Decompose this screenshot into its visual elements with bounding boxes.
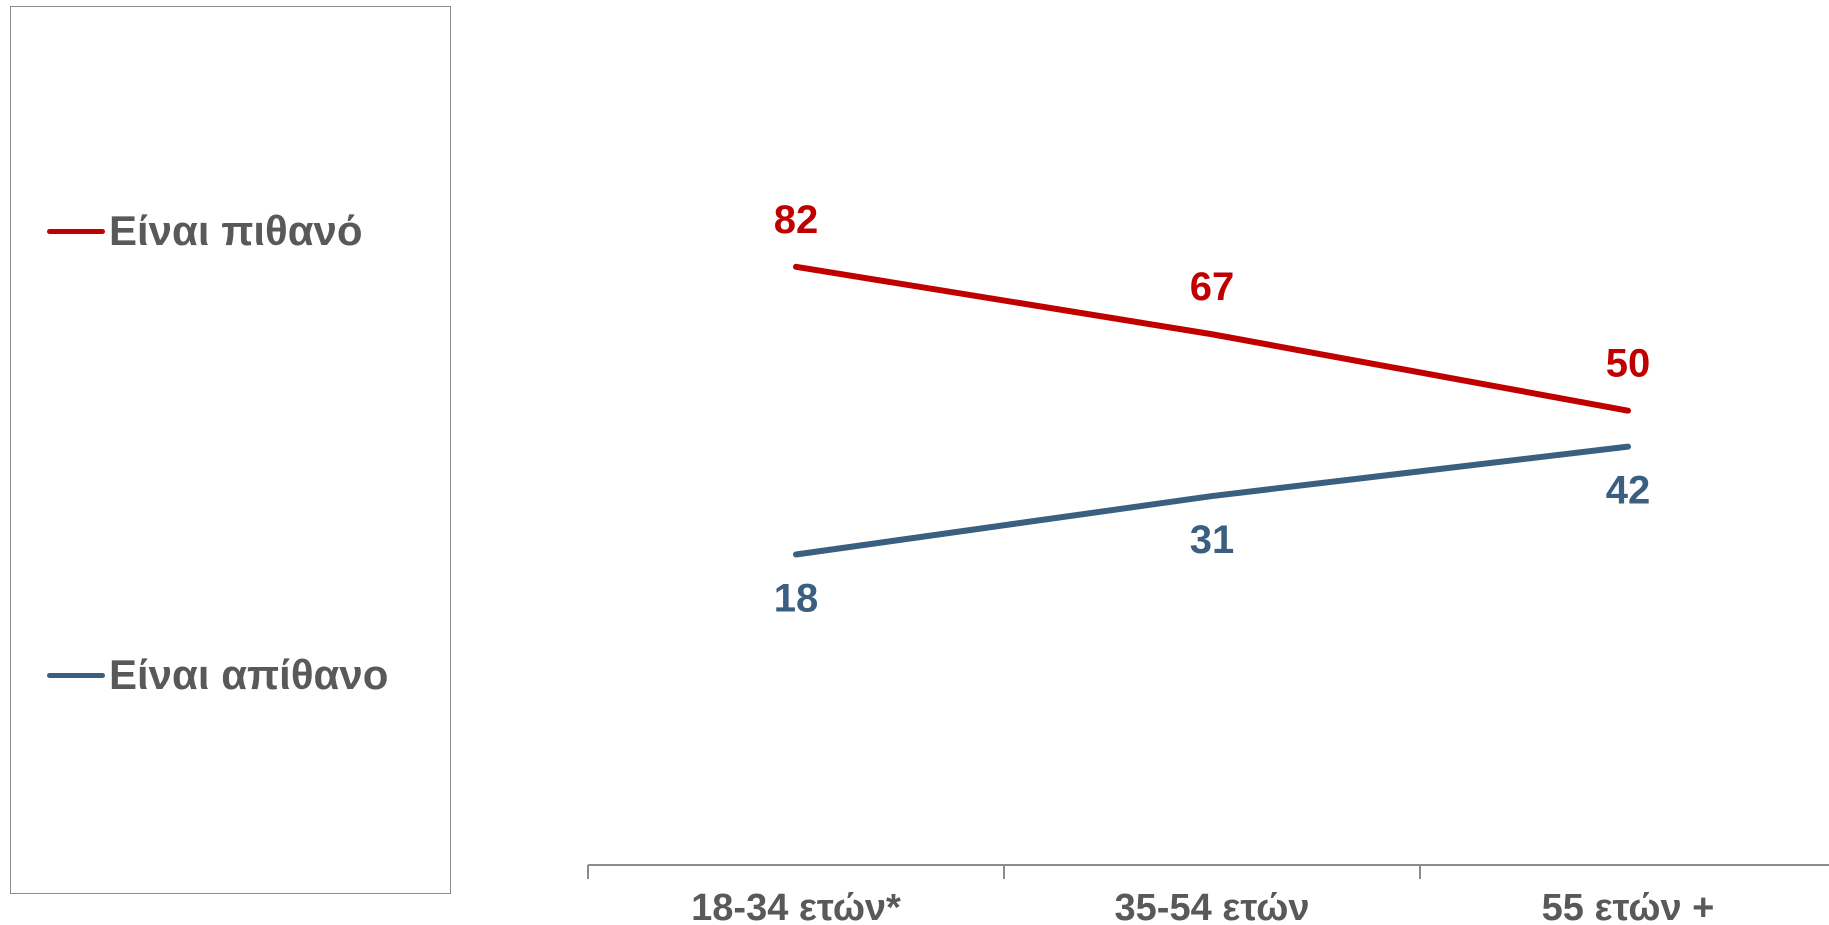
- data-label: 42: [1606, 469, 1651, 513]
- legend-item-likely: Είναι πιθανό: [47, 207, 363, 255]
- legend-swatch-unlikely: [47, 672, 105, 678]
- x-tick-label: 18-34 ετών*: [691, 887, 901, 925]
- legend-swatch-likely: [47, 228, 105, 234]
- data-label: 82: [774, 198, 819, 242]
- x-tick-label: 55 ετών +: [1542, 887, 1715, 925]
- x-tick-label: 35-54 ετών: [1115, 887, 1310, 925]
- legend-label-likely: Είναι πιθανό: [109, 207, 363, 254]
- legend-item-unlikely: Είναι απίθανο: [47, 651, 388, 699]
- data-label: 18: [774, 576, 819, 620]
- legend: Είναι πιθανό Είναι απίθανο: [10, 6, 451, 894]
- data-label: 50: [1606, 342, 1651, 386]
- legend-label-unlikely: Είναι απίθανο: [109, 651, 389, 698]
- data-label: 67: [1190, 265, 1235, 309]
- data-label: 31: [1190, 518, 1235, 562]
